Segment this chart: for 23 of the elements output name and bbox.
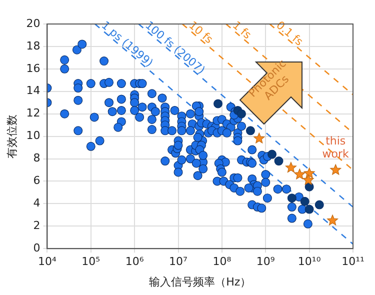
x-tick-label: 10⁷: [169, 255, 188, 268]
y-tick-label: 2: [33, 219, 40, 232]
y-tick-label: 4: [33, 196, 40, 210]
y-tick-label: 8: [33, 152, 40, 165]
x-axis-title: 输入信号频率（Hz）: [149, 275, 252, 288]
y-tick-label: 6: [33, 174, 40, 188]
x-tick-label: 10⁶: [125, 255, 144, 268]
x-tick-label: 10¹⁰: [298, 255, 322, 268]
y-tick-label: 14: [26, 84, 40, 98]
x-tick-label: 10⁸: [212, 255, 232, 268]
y-tick-label: 10: [26, 129, 40, 142]
annotation: this work: [322, 134, 350, 160]
y-tick-label: 0: [33, 241, 40, 254]
y-tick-label: 12: [26, 106, 40, 120]
x-tick-label: 10¹¹: [342, 255, 364, 268]
x-tick-label: 10⁵: [82, 255, 100, 268]
x-tick-label: 10⁹: [256, 255, 275, 268]
text: 10 fs: [186, 18, 216, 46]
x-tick-label: 10⁴: [38, 255, 57, 268]
y-tick-label: 16: [26, 62, 40, 75]
y-tick-label: 20: [26, 16, 40, 30]
y-tick-label: 18: [26, 39, 40, 52]
y-axis-title: 有效位数: [5, 114, 18, 158]
